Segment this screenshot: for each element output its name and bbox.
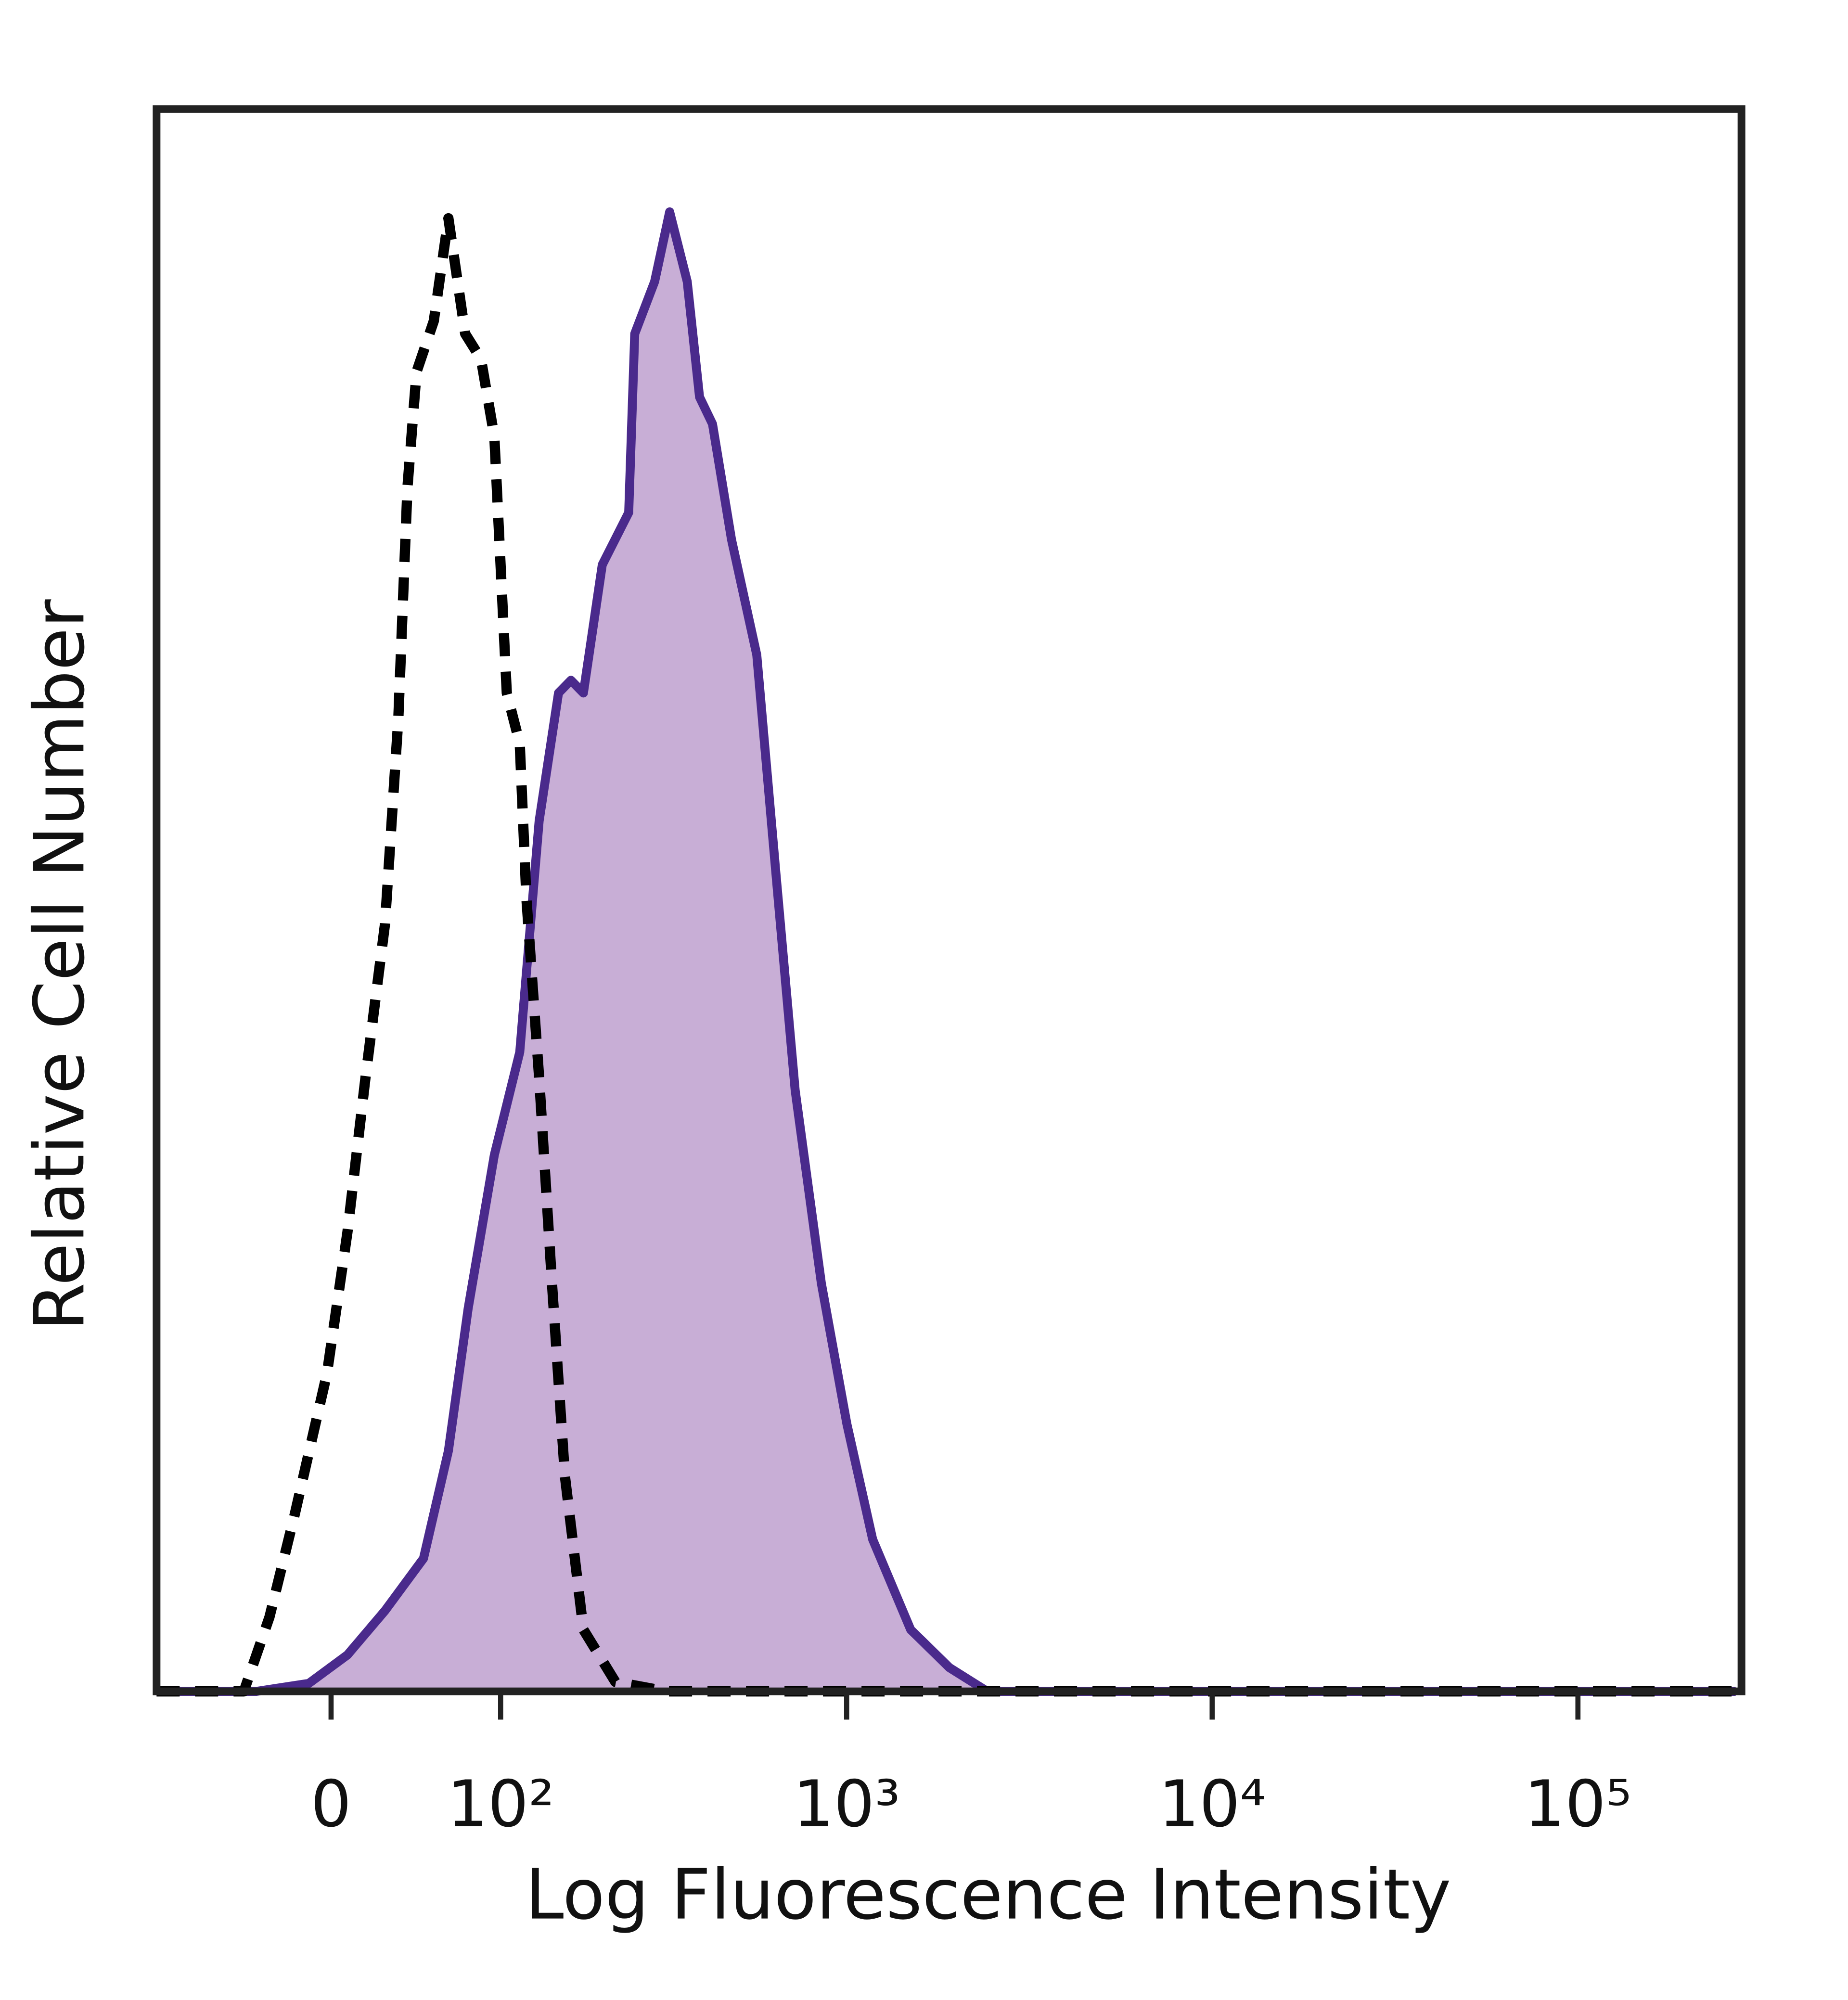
series-line	[156, 213, 1736, 1697]
plot-frame	[153, 105, 1745, 1695]
series-line	[156, 207, 1736, 1696]
x-tick-label: 0	[311, 1767, 352, 1842]
x-tick-label: 10³	[793, 1767, 900, 1842]
y-axis-label: Relative Cell Number	[19, 599, 100, 1331]
x-tick-label: 10⁵	[1524, 1767, 1631, 1842]
area-fill	[156, 212, 1736, 1692]
x-tick-label: 10⁴	[1158, 1767, 1266, 1842]
x-axis-label: Log Fluorescence Intensity	[525, 1854, 1451, 1935]
x-tick-label: 10²	[447, 1767, 554, 1842]
